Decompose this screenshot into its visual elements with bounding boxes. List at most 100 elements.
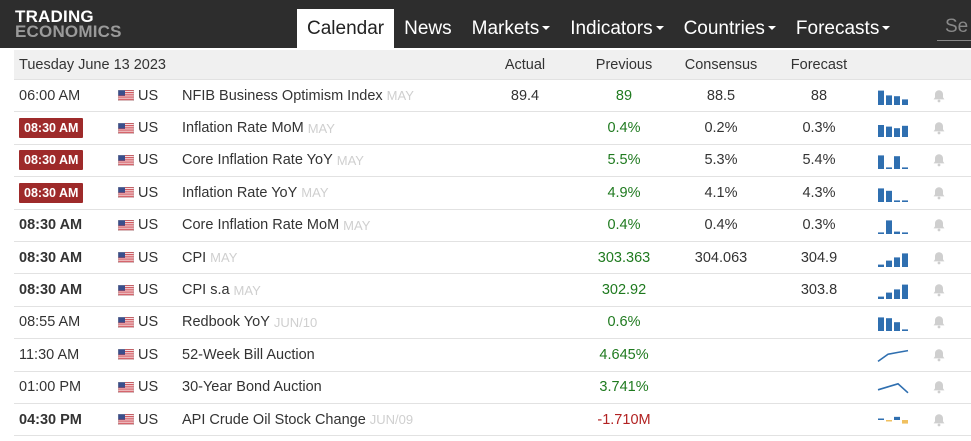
time-cell: 04:30 PM bbox=[19, 404, 82, 435]
event-cell[interactable]: API Crude Oil Stock Change JUN/09 bbox=[182, 404, 413, 435]
us-flag-icon bbox=[118, 316, 134, 328]
alert-cell[interactable] bbox=[932, 404, 946, 435]
bell-icon[interactable] bbox=[932, 348, 946, 362]
chart-cell[interactable] bbox=[876, 242, 910, 273]
chart-cell[interactable] bbox=[876, 145, 910, 176]
chart-cell[interactable] bbox=[876, 404, 910, 435]
table-row[interactable]: 08:30 AM US Core Inflation Rate YoY MAY 5.5%… bbox=[14, 145, 971, 178]
alert-cell[interactable] bbox=[932, 177, 946, 208]
col-previous[interactable]: Previous bbox=[595, 56, 653, 73]
event-cell[interactable]: 30-Year Bond Auction bbox=[182, 372, 322, 403]
table-row[interactable]: 11:30 AM US 52-Week Bill Auction 4.645% bbox=[14, 339, 971, 372]
alert-cell[interactable] bbox=[932, 145, 946, 176]
alert-cell[interactable] bbox=[932, 80, 946, 111]
table-row[interactable]: 08:30 AM US CPI s.a MAY 302.92 303.8 bbox=[14, 274, 971, 307]
event-name[interactable]: NFIB Business Optimism Index bbox=[182, 87, 383, 104]
event-name[interactable]: Redbook YoY bbox=[182, 314, 270, 331]
event-cell[interactable]: Inflation Rate YoY MAY bbox=[182, 177, 329, 208]
alert-cell[interactable] bbox=[932, 372, 946, 403]
sparkline-chart[interactable] bbox=[876, 249, 910, 267]
col-actual[interactable]: Actual bbox=[504, 56, 546, 73]
forecast-value: 4.3% bbox=[802, 184, 836, 201]
event-cell[interactable]: Core Inflation Rate MoM MAY bbox=[182, 210, 370, 241]
bell-icon[interactable] bbox=[932, 218, 946, 232]
forecast-value: 5.4% bbox=[802, 152, 836, 169]
event-name[interactable]: Core Inflation Rate MoM bbox=[182, 217, 340, 234]
bell-icon[interactable] bbox=[932, 153, 946, 167]
actual-value bbox=[484, 274, 566, 305]
event-cell[interactable]: Core Inflation Rate YoY MAY bbox=[182, 145, 364, 176]
event-name[interactable]: 52-Week Bill Auction bbox=[182, 346, 315, 363]
alert-cell[interactable] bbox=[932, 112, 946, 143]
nav-news[interactable]: News bbox=[394, 9, 462, 48]
spark-bar bbox=[894, 128, 900, 138]
chart-cell[interactable] bbox=[876, 339, 910, 370]
bell-icon[interactable] bbox=[932, 89, 946, 103]
event-cell[interactable]: 52-Week Bill Auction bbox=[182, 339, 315, 370]
table-row[interactable]: 08:30 AM US Core Inflation Rate MoM MAY 0.4%… bbox=[14, 210, 971, 242]
chart-cell[interactable] bbox=[876, 112, 910, 143]
bell-icon[interactable] bbox=[932, 186, 946, 200]
event-name[interactable]: Inflation Rate MoM bbox=[182, 120, 304, 137]
sparkline-chart[interactable] bbox=[876, 151, 910, 170]
chart-cell[interactable] bbox=[876, 177, 910, 208]
table-row[interactable]: 04:30 PM US API Crude Oil Stock Change JUN/… bbox=[14, 404, 971, 437]
sparkline-chart[interactable] bbox=[876, 216, 910, 235]
bell-icon[interactable] bbox=[932, 283, 946, 297]
spark-bar bbox=[902, 419, 908, 424]
chart-cell[interactable] bbox=[876, 372, 910, 403]
table-row[interactable]: 08:55 AM US Redbook YoY JUN/10 0.6% bbox=[14, 307, 971, 340]
chart-cell[interactable] bbox=[876, 80, 910, 111]
event-name[interactable]: Core Inflation Rate YoY bbox=[182, 152, 333, 169]
event-name[interactable]: API Crude Oil Stock Change bbox=[182, 411, 366, 428]
alert-cell[interactable] bbox=[932, 307, 946, 338]
bell-icon[interactable] bbox=[932, 121, 946, 135]
chart-cell[interactable] bbox=[876, 274, 910, 305]
alert-cell[interactable] bbox=[932, 210, 946, 241]
actual-value bbox=[484, 339, 566, 370]
bell-icon[interactable] bbox=[932, 251, 946, 265]
sparkline-chart[interactable] bbox=[876, 313, 910, 332]
search-input[interactable]: Se bbox=[937, 13, 971, 41]
table-row[interactable]: 08:30 AM US Inflation Rate YoY MAY 4.9% 4.1% 4… bbox=[14, 177, 971, 210]
bell-icon[interactable] bbox=[932, 413, 946, 427]
event-name[interactable]: 30-Year Bond Auction bbox=[182, 379, 322, 396]
bell-icon[interactable] bbox=[932, 380, 946, 394]
nav-calendar[interactable]: Calendar bbox=[297, 9, 395, 48]
event-cell[interactable]: Inflation Rate MoM MAY bbox=[182, 112, 335, 143]
chart-cell[interactable] bbox=[876, 307, 910, 338]
table-row[interactable]: 08:30 AM US CPI MAY 303.363 304.063 304.9 bbox=[14, 242, 971, 275]
logo[interactable]: TRADING ECONOMICS bbox=[15, 8, 122, 40]
table-row[interactable]: 06:00 AM US NFIB Business Optimism Index MA… bbox=[14, 80, 971, 113]
sparkline-chart[interactable] bbox=[876, 119, 910, 138]
chart-cell[interactable] bbox=[876, 210, 910, 241]
actual-value bbox=[484, 242, 566, 273]
sparkline-chart[interactable] bbox=[876, 281, 910, 300]
col-consensus[interactable]: Consensus bbox=[684, 56, 758, 73]
sparkline-chart[interactable] bbox=[876, 184, 910, 202]
spark-bar bbox=[886, 260, 892, 267]
event-cell[interactable]: CPI MAY bbox=[182, 242, 237, 273]
nav-countries[interactable]: Countries bbox=[674, 9, 786, 48]
event-cell[interactable]: NFIB Business Optimism Index MAY bbox=[182, 80, 414, 111]
event-cell[interactable]: CPI s.a MAY bbox=[182, 274, 261, 305]
event-name[interactable]: CPI s.a bbox=[182, 282, 230, 299]
event-cell[interactable]: Redbook YoY JUN/10 bbox=[182, 307, 317, 338]
sparkline-chart[interactable] bbox=[876, 346, 910, 364]
col-forecast[interactable]: Forecast bbox=[790, 56, 848, 73]
event-name[interactable]: CPI bbox=[182, 249, 207, 266]
alert-cell[interactable] bbox=[932, 339, 946, 370]
table-row[interactable]: 01:00 PM US 30-Year Bond Auction 3.741% bbox=[14, 372, 971, 404]
bell-icon[interactable] bbox=[932, 315, 946, 329]
event-name[interactable]: Inflation Rate YoY bbox=[182, 184, 298, 201]
nav-markets[interactable]: Markets bbox=[462, 9, 561, 48]
forecast-value: 88 bbox=[810, 87, 828, 104]
sparkline-chart[interactable] bbox=[876, 411, 910, 429]
sparkline-chart[interactable] bbox=[876, 378, 910, 396]
alert-cell[interactable] bbox=[932, 242, 946, 273]
table-row[interactable]: 08:30 AM US Inflation Rate MoM MAY 0.4% 0.2% 0… bbox=[14, 112, 971, 145]
sparkline-chart[interactable] bbox=[876, 87, 910, 105]
alert-cell[interactable] bbox=[932, 274, 946, 305]
nav-forecasts[interactable]: Forecasts bbox=[786, 9, 900, 48]
nav-indicators[interactable]: Indicators bbox=[560, 9, 673, 48]
